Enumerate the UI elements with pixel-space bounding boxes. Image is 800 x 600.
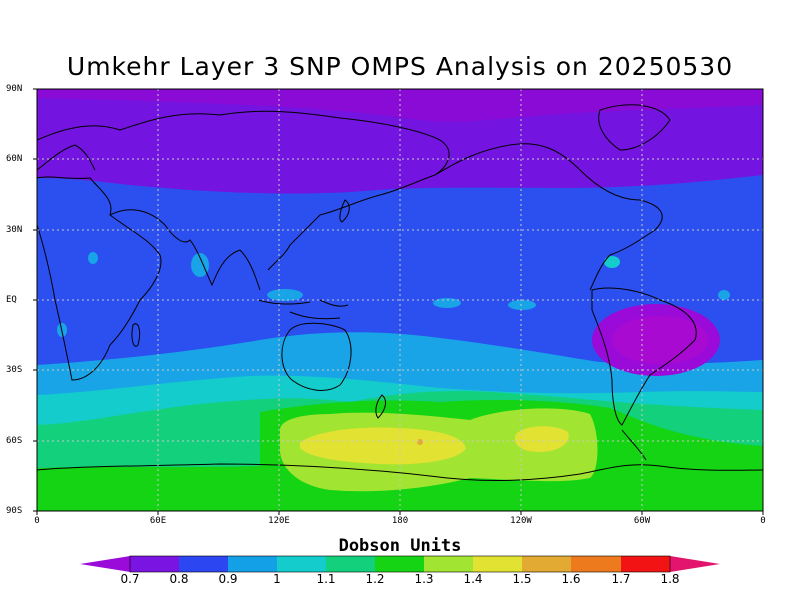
lat-label: 60S [6,436,23,446]
colorbar-swatch [621,556,670,572]
lon-label: 120W [510,516,532,526]
colorbar-swatch [277,556,326,572]
lon-label: 180 [391,516,409,526]
colorbar-swatch [179,556,228,572]
colorbar-swatch [375,556,424,572]
ozone-region [604,256,620,268]
lat-label: 90N [6,84,23,94]
lat-label: 30N [6,225,23,235]
colorbar-label: 0.9 [218,572,238,586]
gridlines [37,89,763,511]
lon-label: 60W [633,516,651,526]
lon-label: 120E [268,516,290,526]
lon-label: 0 [760,516,766,526]
colorbar-swatch [571,556,621,572]
colorbar-label: 1.1 [316,572,336,586]
colorbar-left-arrow [80,556,130,572]
ozone-region [718,290,730,300]
axis-ticks [33,88,764,515]
colorbar-label: 0.8 [169,572,189,586]
ozone-region [508,300,536,310]
colorbar-swatch [228,556,277,572]
colorbar-label: 1.2 [365,572,385,586]
lat-label: 30S [6,365,23,375]
colorbar-swatch [326,556,375,572]
lat-label: 60N [6,154,23,164]
colorbar-label: 1.8 [660,572,680,586]
colorbar-swatch [424,556,473,572]
lat-label: 90S [6,506,23,516]
ozone-region [191,253,209,277]
ozone-region [300,427,466,465]
colorbar-label: 1.7 [611,572,631,586]
colorbar-swatch [473,556,522,572]
colorbar-label: 1.3 [414,572,434,586]
ozone-region [612,316,708,364]
colorbar-label: 1.4 [463,572,483,586]
colorbar-title: Dobson Units [338,536,462,556]
colorbar-label: 1.5 [512,572,532,586]
ozone-region [88,252,98,264]
ozone-region [267,289,303,301]
colorbar-right-arrow [670,556,720,572]
colorbar [80,555,720,573]
colorbar-label: 0.7 [120,572,140,586]
coastlines [37,104,763,481]
colorbar-label: 1.6 [561,572,581,586]
colorbar-label: 1 [273,572,281,586]
lon-label: 60E [149,516,167,526]
colorbar-swatch [130,556,179,572]
lon-label: 0 [34,516,40,526]
colorbar-swatch [522,556,571,572]
lat-label: EQ [6,295,17,305]
ozone-region [515,426,569,452]
map-title: Umkehr Layer 3 SNP OMPS Analysis on 2025… [66,52,734,81]
